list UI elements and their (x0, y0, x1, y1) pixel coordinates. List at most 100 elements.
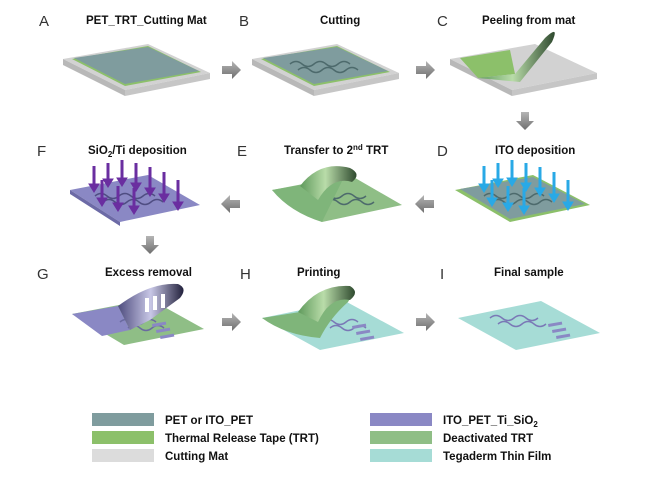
cutting-mat-side-right (125, 73, 210, 96)
panel-title-e-end: TRT (363, 145, 389, 157)
deposition-arrow (562, 180, 574, 211)
panel-d: D ITO deposition (437, 143, 590, 222)
panel-title-e: Transfer to 2nd TRT (284, 143, 388, 157)
panel-letter-f: F (37, 143, 46, 160)
cutting-mat-side-right (512, 73, 597, 96)
legend-swatch-trt (92, 431, 154, 444)
deposition-arrow (128, 188, 140, 215)
tegaderm-film (458, 301, 600, 350)
cutout (161, 294, 165, 308)
panel-title-c: Peeling from mat (482, 15, 575, 27)
excess-film-left (72, 306, 130, 336)
panel-letter-h: H (240, 266, 251, 283)
legend-swatch-cutting-mat (92, 449, 154, 462)
panel-b: B Cutting (239, 13, 399, 96)
deposition-arrow (158, 172, 170, 203)
pet-layer (263, 47, 388, 84)
panel-letter-g: G (37, 266, 49, 283)
electrode-pads (547, 321, 571, 339)
panel-title-i: Final sample (494, 267, 564, 279)
deposition-arrow (518, 188, 530, 215)
deposition-arrow (502, 186, 514, 212)
panel-f: F SiO2/Ti deposition (37, 143, 200, 226)
cutout (145, 298, 149, 312)
panel-a: A PET_TRT_Cutting Mat (39, 13, 210, 96)
flow-arrow-e-to-f (221, 195, 240, 213)
deposition-arrow (506, 160, 518, 187)
panel-letter-b: B (239, 13, 249, 30)
panel-title-g: Excess removal (105, 267, 192, 279)
electrode-pads (152, 321, 175, 339)
deposition-arrow (96, 180, 108, 207)
panel-title-d: ITO deposition (495, 145, 575, 157)
panel-c: C Peeling from mat (437, 13, 597, 96)
panel-title-f-main: SiO (88, 145, 108, 157)
electrode-pad (547, 321, 563, 327)
excess-peeling-film (118, 283, 184, 330)
legend-label-ito-main: ITO_PET_Ti_SiO (443, 415, 533, 427)
panel-letter-d: D (437, 143, 448, 160)
cut-serpentine-pattern (289, 60, 359, 74)
flow-arrow-g-to-h (222, 313, 241, 331)
legend-swatch-pet (92, 413, 154, 426)
panel-title-e-main: Transfer to 2 (284, 145, 353, 157)
legend: PET or ITO_PET Thermal Release Tape (TRT… (92, 413, 551, 463)
deposition-arrow (144, 167, 156, 197)
legend-swatch-tegaderm (370, 449, 432, 462)
serpentine-pattern (483, 192, 553, 206)
panel-title-a: PET_TRT_Cutting Mat (86, 15, 207, 27)
film-edge (70, 190, 120, 226)
electrode-pad (552, 327, 567, 333)
panel-title-f-sub: 2 (108, 150, 113, 159)
cutting-mat-side-right (314, 73, 399, 96)
flow-arrow-h-to-i (416, 313, 435, 331)
pet-layer (74, 47, 199, 84)
printing-trt-curl (298, 285, 355, 322)
deposition-arrow (102, 163, 114, 188)
deposition-arrow (548, 172, 560, 203)
flow-arrow-d-to-e (415, 195, 434, 213)
panel-title-e-sup: nd (353, 143, 363, 152)
legend-swatch-deactivated-trt (370, 431, 432, 444)
panel-letter-c: C (437, 13, 448, 30)
legend-label-deactivated-trt: Deactivated TRT (443, 433, 533, 445)
flow-arrow-b-to-c (416, 61, 435, 79)
legend-label-pet: PET or ITO_PET (165, 415, 253, 427)
transfer-film-curl (300, 166, 357, 200)
cutting-mat-side-left (252, 59, 314, 96)
panel-title-b: Cutting (320, 15, 360, 27)
electrode-pad (352, 323, 367, 329)
panel-g: G Excess removal (37, 266, 204, 345)
electrode-pad (360, 335, 375, 341)
legend-label-tegaderm: Tegaderm Thin Film (443, 451, 551, 463)
deposition-arrow (130, 163, 142, 192)
ito-deposition-arrows (478, 160, 574, 215)
serpentine-pattern (489, 314, 547, 328)
electrode-pad (556, 333, 571, 339)
cutting-mat-side-left (63, 59, 125, 96)
legend-swatch-ito-pet-ti-sio2 (370, 413, 432, 426)
panel-e: E Transfer to 2nd TRT (237, 143, 402, 222)
legend-label-ito-sub: 2 (533, 420, 538, 429)
panel-letter-i: I (440, 266, 444, 283)
sio2-ti-deposition-arrows (88, 160, 184, 215)
panel-h: H Printing (240, 266, 404, 350)
deposition-arrow (486, 180, 498, 207)
deposition-arrow (520, 163, 532, 192)
panel-letter-e: E (237, 143, 247, 160)
legend-label-cutting-mat: Cutting Mat (165, 451, 228, 463)
legend-label-ito-pet-ti-sio2: ITO_PET_Ti_SiO2 (443, 415, 538, 429)
flow-arrow-c-to-d (516, 112, 534, 130)
panel-title-f: SiO2/Ti deposition (88, 145, 187, 159)
electrode-pad (156, 327, 171, 333)
legend-label-trt: Thermal Release Tape (TRT) (165, 433, 319, 445)
cutout-windows (145, 294, 165, 312)
flow-arrow-a-to-b (222, 61, 241, 79)
panel-i: I Final sample (440, 266, 600, 350)
deposition-arrow (478, 166, 490, 193)
panel-letter-a: A (39, 13, 49, 30)
trt-layer-peeled (460, 50, 515, 78)
panel-title-h: Printing (297, 267, 340, 279)
panel-title-f-end: /Ti deposition (112, 145, 187, 157)
